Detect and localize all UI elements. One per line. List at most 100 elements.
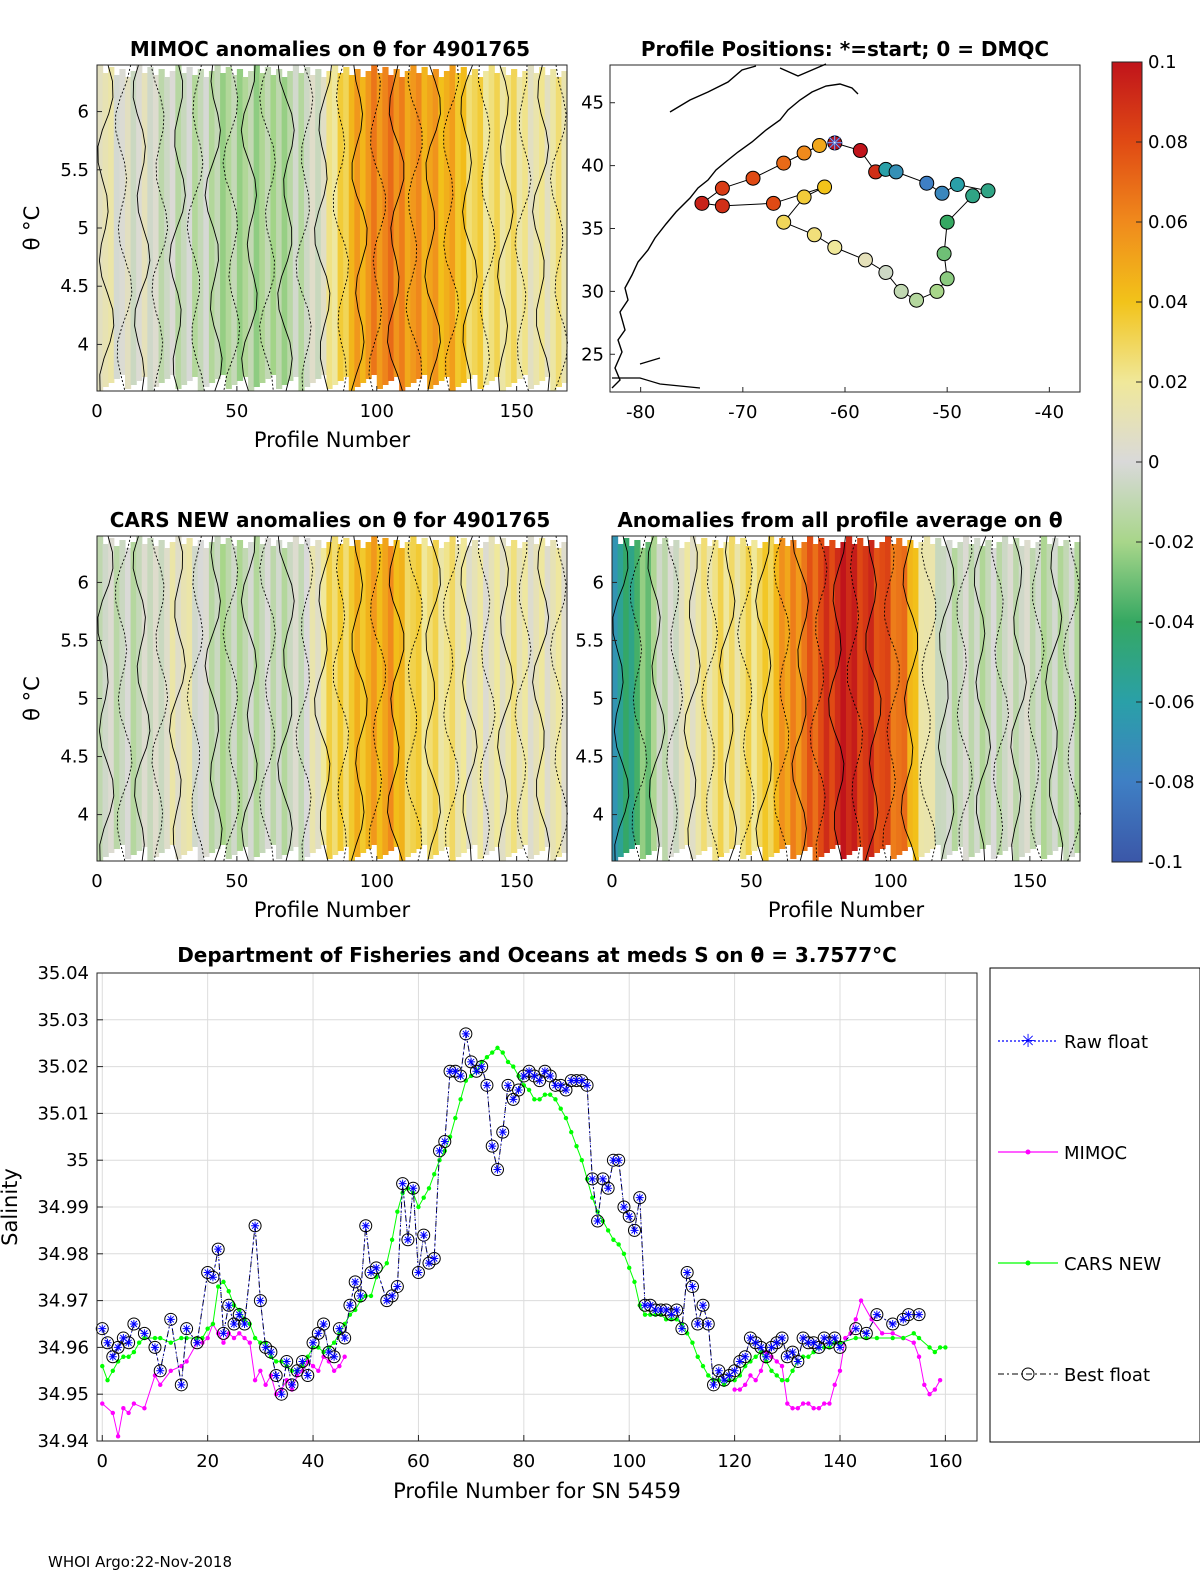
cars-point <box>500 1050 505 1055</box>
heat-cell <box>359 77 367 383</box>
mimoc-point <box>342 1354 347 1359</box>
raw-float-point <box>382 1296 391 1305</box>
mimoc-point <box>179 1363 184 1369</box>
raw-float-point <box>219 1329 228 1338</box>
heat-cell <box>427 75 434 389</box>
contour-line <box>314 64 332 392</box>
raw-float-point <box>430 1254 439 1263</box>
raw-float-point <box>345 1301 354 1310</box>
heat-cell <box>354 540 361 857</box>
heat-cell <box>348 75 355 391</box>
profile-position <box>929 283 945 299</box>
cars-point <box>579 1158 584 1163</box>
mimoc-point <box>152 1373 158 1378</box>
heat-cell <box>304 538 311 857</box>
heat-cell <box>527 536 535 859</box>
contour-line <box>97 64 115 392</box>
heat-cell <box>801 542 808 851</box>
heat-cell <box>862 546 869 861</box>
best-float-point <box>743 1331 757 1345</box>
best-float-point <box>459 1027 473 1041</box>
cars-point <box>226 1289 231 1294</box>
contour-line <box>647 535 666 862</box>
mimoc-point <box>848 1331 853 1336</box>
profile-position <box>796 145 812 161</box>
x-tick-label: 100 <box>873 871 907 892</box>
heat-cell <box>951 548 959 851</box>
heat-cell <box>242 77 249 377</box>
best-float-point <box>454 1069 468 1083</box>
avg-title: Anomalies from all profile average on θ <box>617 508 1062 532</box>
raw-float-point <box>598 1174 607 1183</box>
profile-position <box>714 180 730 196</box>
heat-cell <box>332 65 339 385</box>
cars-title: CARS NEW anomalies on θ for 4901765 <box>110 508 551 532</box>
raw-float-point <box>340 1334 349 1343</box>
heat-cell <box>511 540 518 853</box>
colorbar-tick-label: -0.06 <box>1148 692 1195 713</box>
heat-cell <box>455 73 462 387</box>
heat-cell <box>773 544 780 853</box>
heat-cell <box>147 538 154 861</box>
heat-cell <box>929 544 936 849</box>
heat-cell <box>723 542 730 853</box>
heat-cell <box>477 548 484 859</box>
mimoc-point <box>110 1410 116 1416</box>
contour-line <box>115 535 133 862</box>
best-float-point <box>912 1308 926 1322</box>
raw-float-point <box>830 1334 839 1343</box>
raw-float-point <box>899 1315 908 1324</box>
heat-cell <box>1057 546 1064 847</box>
y-axis-label: θ °C <box>20 206 44 251</box>
heat-cell <box>477 77 484 389</box>
raw-float-point <box>683 1268 692 1277</box>
contour-line <box>443 64 460 392</box>
heat-cell <box>343 67 350 377</box>
heat-cell <box>220 544 227 845</box>
raw-float-point <box>799 1334 808 1343</box>
cars-point <box>131 1349 137 1355</box>
cars-point <box>421 1195 426 1200</box>
heat-cell <box>152 546 160 857</box>
heat-cell <box>466 75 473 379</box>
best-float-point <box>338 1331 352 1345</box>
profile-position <box>939 271 955 287</box>
best-float-point <box>343 1298 357 1312</box>
contour-line <box>387 64 405 392</box>
y-tick-label: 35.04 <box>37 963 89 984</box>
contour-line <box>115 64 133 392</box>
heat-cell <box>382 67 389 385</box>
heat-cell <box>119 69 126 375</box>
best-float-point <box>422 1256 436 1270</box>
raw-float-point <box>456 1071 465 1080</box>
heat-cell <box>985 540 992 845</box>
contour-line <box>97 535 115 862</box>
best-float-point <box>664 1308 678 1322</box>
heat-cell <box>309 75 316 383</box>
raw-float-point <box>103 1338 112 1347</box>
heat-cell <box>359 548 367 853</box>
heat-cell <box>946 540 953 855</box>
heat-cell <box>192 546 199 847</box>
heat-cell <box>180 544 188 855</box>
heat-cell <box>231 546 238 855</box>
contour-line <box>791 535 809 862</box>
heat-cell <box>471 69 479 375</box>
colorbar-tick-label: 0.08 <box>1148 132 1188 153</box>
heat-cell <box>924 536 931 853</box>
x-tick-label: -70 <box>728 402 757 423</box>
heat-cell <box>784 546 791 845</box>
best-float-point <box>122 1336 136 1350</box>
mimoc-point <box>879 1331 885 1336</box>
best-float-point <box>622 1209 636 1223</box>
y-tick-label: 35 <box>66 1150 89 1171</box>
cars-point <box>490 1050 495 1055</box>
best-float-point <box>296 1354 310 1368</box>
contour-line <box>460 535 478 862</box>
raw-float-point <box>556 1081 565 1090</box>
cars-point <box>911 1331 916 1336</box>
heat-cell <box>231 75 238 385</box>
heat-cell <box>152 75 160 387</box>
best-float-point <box>738 1350 752 1364</box>
heat-cell <box>829 540 836 849</box>
